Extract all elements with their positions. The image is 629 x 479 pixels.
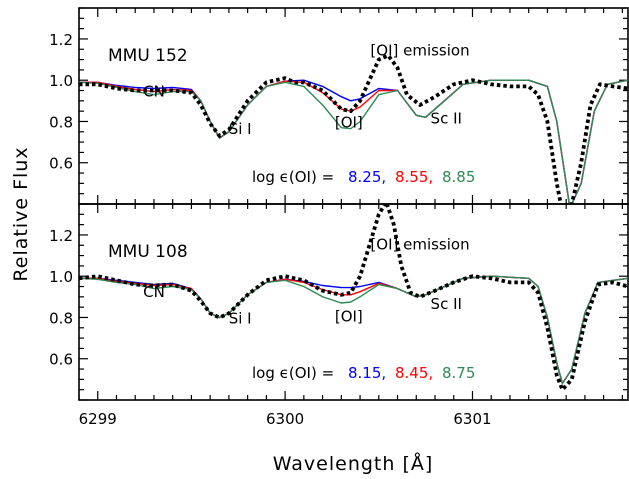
y-tick-label: 0.6 xyxy=(49,351,73,369)
y-tick-label: 1.0 xyxy=(49,268,73,286)
line-annotation: CN xyxy=(143,83,165,101)
abundance-value-label: 8.85 xyxy=(442,168,475,186)
synthetic-spectrum-line-8.75 xyxy=(79,275,628,385)
y-tick-label: 1.2 xyxy=(49,227,73,245)
line-annotation: [OI] xyxy=(335,308,363,326)
line-annotation: Sc II xyxy=(431,110,462,128)
line-annotation: CN xyxy=(143,283,165,301)
panel-mmu-108: 0.6 0.8 1.0 1.2 6299 6300 6301 MMU 108 CN Si I [OI… xyxy=(49,203,629,428)
y-axis-label: Relative Flux xyxy=(10,146,32,281)
line-annotation: [OI] emission xyxy=(370,41,469,59)
abundance-prefix-label: log ϵ(OI) = xyxy=(252,168,334,186)
abundance-value-label: 8.15, xyxy=(348,364,386,382)
x-tick-label: 6299 xyxy=(79,410,117,428)
line-annotation: Sc II xyxy=(431,295,462,313)
y-tick-label: 1.0 xyxy=(49,72,73,90)
abundance-value-label: 8.45, xyxy=(395,364,433,382)
line-annotation: Si I xyxy=(229,310,252,328)
star-name-label: MMU 152 xyxy=(108,46,188,66)
series-group xyxy=(79,53,628,204)
x-axis-label: Wavelength [Å] xyxy=(273,452,434,475)
series-group xyxy=(79,204,628,392)
abundance-value-label: 8.75 xyxy=(442,364,475,382)
y-tick-label: 0.8 xyxy=(49,113,73,131)
abundance-prefix-label: log ϵ(OI) = xyxy=(252,364,334,382)
panel-mmu-152: 0.6 0.8 1.0 1.2 MMU 152 CN Si I [OI] Sc II [OI] e… xyxy=(49,7,629,205)
abundance-value-label: 8.55, xyxy=(395,168,433,186)
star-name-label: MMU 108 xyxy=(108,242,188,262)
x-tick-label: 6300 xyxy=(266,410,304,428)
line-annotation: Si I xyxy=(229,120,252,138)
line-annotation: [OI] xyxy=(335,114,363,132)
observed-spectrum-line xyxy=(79,53,628,204)
plot-frame xyxy=(78,203,629,401)
y-tick-label: 0.8 xyxy=(49,309,73,327)
line-annotation: [OI] emission xyxy=(370,235,469,253)
y-tick-label: 1.2 xyxy=(49,31,73,49)
abundance-value-label: 8.25, xyxy=(348,168,386,186)
x-tick-label: 6301 xyxy=(453,410,491,428)
observed-spectrum-line xyxy=(79,204,628,392)
y-tick-label: 0.6 xyxy=(49,155,73,173)
